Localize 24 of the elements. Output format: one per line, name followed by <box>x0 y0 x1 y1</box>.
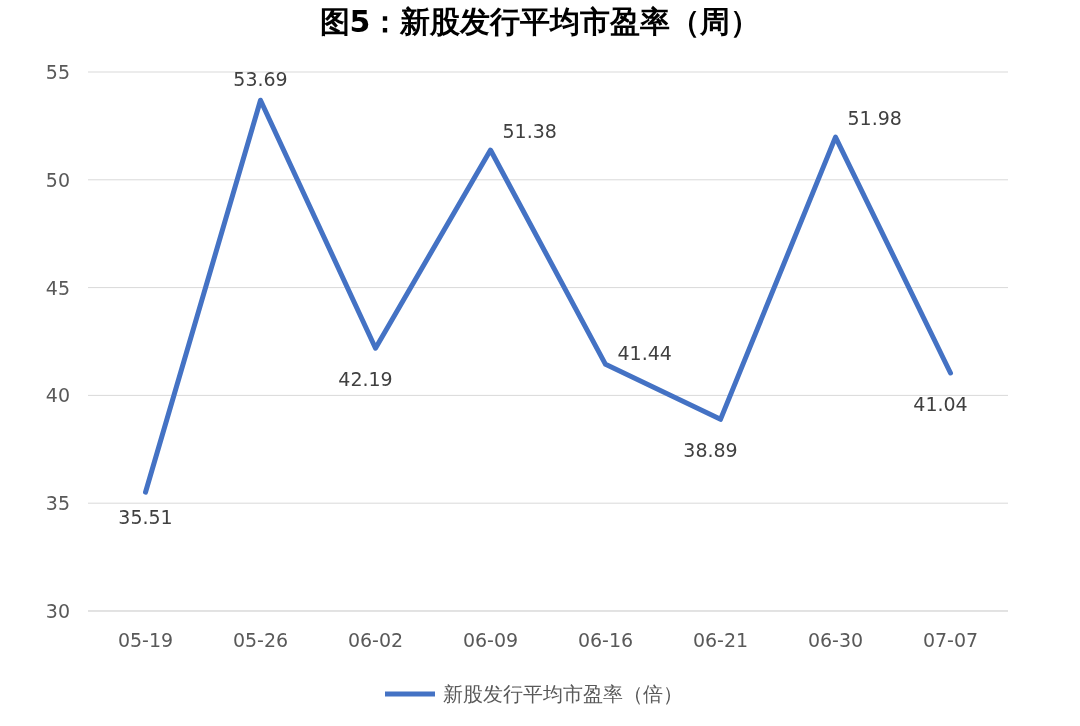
data-label: 35.51 <box>118 506 173 529</box>
x-tick-label: 06-09 <box>462 629 519 651</box>
y-tick-label: 40 <box>45 384 70 407</box>
y-tick-label: 55 <box>45 61 70 83</box>
y-tick-label: 50 <box>45 168 70 191</box>
data-label: 51.98 <box>847 107 902 130</box>
y-tick-label: 35 <box>45 492 70 515</box>
y-tick-label: 30 <box>45 600 70 622</box>
x-tick-label: 06-16 <box>577 629 634 651</box>
x-tick-label: 06-02 <box>347 629 404 651</box>
data-label: 41.44 <box>617 342 672 365</box>
y-tick-label: 45 <box>45 276 70 299</box>
x-tick-label: 05-26 <box>232 629 289 651</box>
data-label: 41.04 <box>913 392 968 415</box>
x-tick-label: 06-21 <box>692 629 749 651</box>
data-label: 51.38 <box>502 120 557 143</box>
legend-label: 新股发行平均市盈率（倍） <box>443 682 683 706</box>
data-label: 53.69 <box>233 68 288 91</box>
data-label: 42.19 <box>338 368 393 391</box>
chart-title: 图5：新股发行平均市盈率（周） <box>319 4 761 39</box>
x-tick-label: 05-19 <box>117 629 174 651</box>
x-tick-label: 06-30 <box>807 629 864 651</box>
data-label: 38.89 <box>683 439 738 462</box>
x-tick-label: 07-07 <box>922 629 979 651</box>
